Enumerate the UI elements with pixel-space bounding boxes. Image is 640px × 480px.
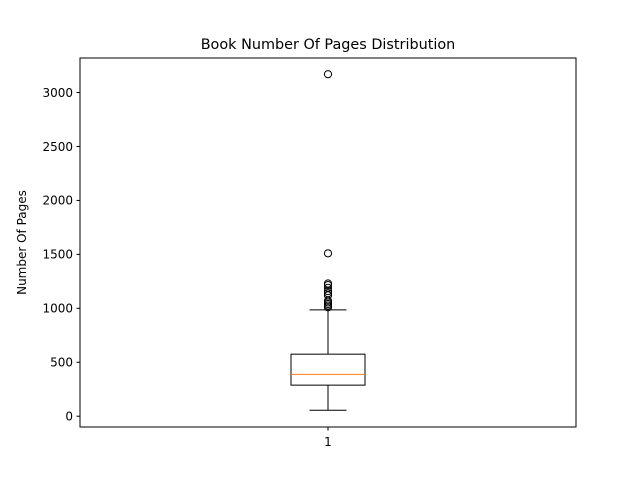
y-axis-label: Number Of Pages xyxy=(15,190,29,295)
outlier-point xyxy=(323,289,333,298)
y-tick-label: 3000 xyxy=(42,86,73,100)
y-axis: 0 500 1000 1500 2000 2500 3000 xyxy=(42,86,80,424)
y-tick-label: 500 xyxy=(50,356,73,370)
outlier-point xyxy=(323,70,333,79)
box-group xyxy=(290,70,366,411)
y-tick-label: 1000 xyxy=(42,302,73,316)
chart-title: Book Number Of Pages Distribution xyxy=(201,37,456,53)
y-tick-label: 1500 xyxy=(42,248,73,262)
iqr-box xyxy=(290,353,366,386)
y-tick-label: 2500 xyxy=(42,140,73,154)
y-tick-label: 0 xyxy=(65,410,73,424)
outlier-point xyxy=(323,279,333,288)
x-axis: 1 xyxy=(324,427,332,449)
outlier-point xyxy=(323,249,333,258)
outlier-point xyxy=(323,283,333,292)
x-tick-label: 1 xyxy=(324,435,332,449)
plot-frame xyxy=(79,57,577,428)
y-tick-label: 2000 xyxy=(42,194,73,208)
